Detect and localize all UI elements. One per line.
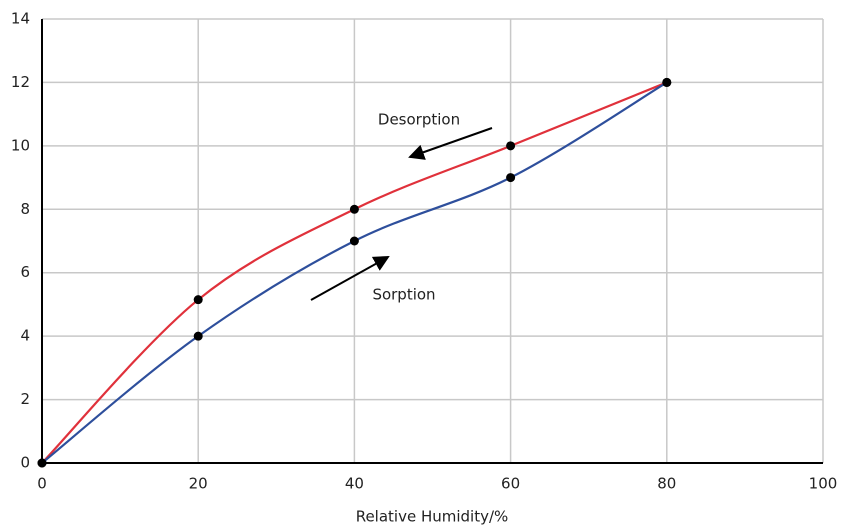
data-point	[37, 458, 47, 468]
y-tick-label: 8	[20, 200, 30, 218]
data-point	[349, 236, 359, 246]
data-point	[349, 204, 359, 214]
data-point	[193, 295, 203, 305]
y-tick-label: 0	[20, 454, 30, 472]
y-tick-label: 10	[11, 136, 30, 154]
x-tick-label: 0	[37, 475, 47, 493]
x-tick-label: 60	[501, 475, 520, 493]
sorption-arrow	[310, 256, 390, 301]
x-tick-label: 100	[809, 475, 838, 493]
y-tick-label: 12	[11, 73, 30, 91]
desorption-label: Desorption	[378, 111, 460, 129]
x-axis-label: Relative Humidity/%	[356, 508, 509, 526]
y-tick-label: 6	[20, 263, 30, 281]
x-tick-label: 20	[189, 475, 208, 493]
desorption-arrow	[408, 127, 493, 160]
x-tick-label: 40	[345, 475, 364, 493]
data-point	[506, 141, 516, 151]
y-tick-label: 2	[20, 390, 30, 408]
y-tick-label: 14	[11, 10, 30, 28]
y-tick-label: 4	[20, 327, 30, 345]
sorption-label: Sorption	[372, 286, 435, 304]
x-tick-label: 80	[657, 475, 676, 493]
series-line	[41, 81, 668, 464]
data-point	[506, 173, 516, 183]
data-point	[193, 331, 203, 341]
data-point	[662, 77, 672, 87]
